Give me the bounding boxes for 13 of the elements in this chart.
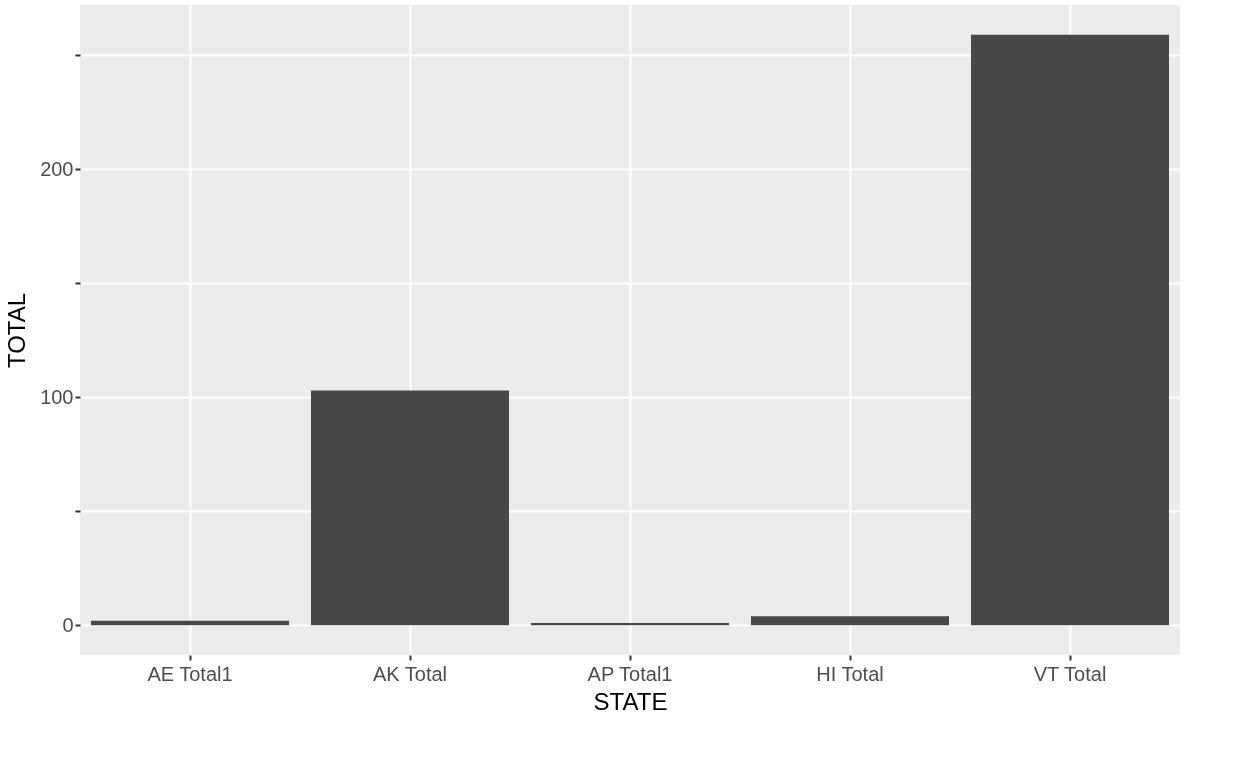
- y-tick-label: 100: [40, 385, 74, 408]
- x-axis-title: STATE: [593, 687, 668, 715]
- bar: [311, 390, 509, 626]
- y-tick-label: 200: [40, 157, 74, 180]
- bar: [751, 616, 949, 626]
- x-tick-label: AK Total: [372, 662, 448, 685]
- x-tick-label: HI Total: [816, 662, 884, 685]
- bar: [971, 34, 1169, 626]
- y-axis-title: TOTAL: [3, 292, 31, 369]
- x-tick-label: VT Total: [1033, 662, 1107, 685]
- y-tick-label: 0: [62, 613, 74, 636]
- x-tick-label: AE Total1: [147, 662, 233, 685]
- x-tick-label: AP Total1: [587, 662, 673, 685]
